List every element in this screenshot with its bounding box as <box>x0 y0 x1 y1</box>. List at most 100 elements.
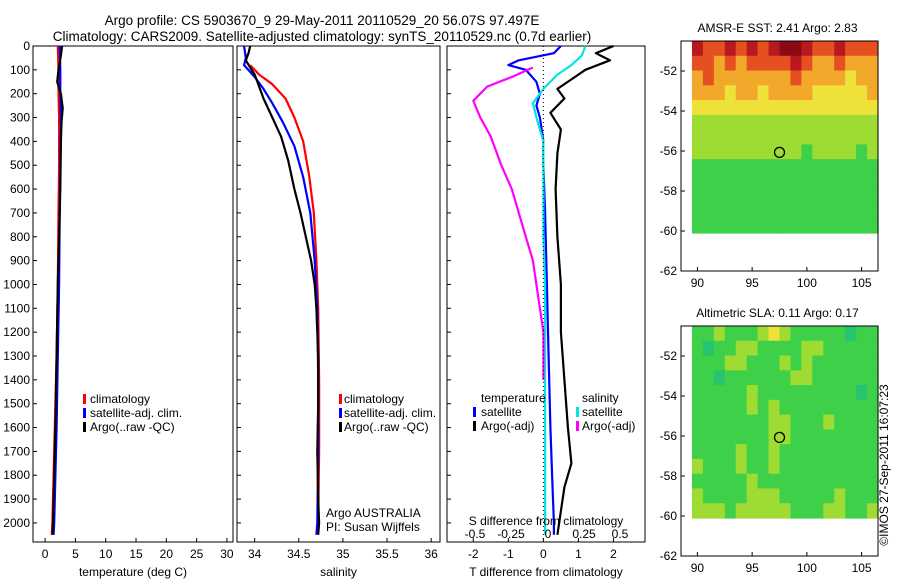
map-cell <box>790 385 802 401</box>
map-cell <box>713 399 726 416</box>
map-cell <box>867 326 879 342</box>
map-cell <box>779 55 792 72</box>
y-tick-label: 1700 <box>3 444 30 458</box>
map-cell <box>801 114 813 131</box>
map-cell <box>867 188 879 205</box>
map-cell <box>768 159 781 175</box>
map-cell <box>691 188 704 205</box>
map-cell <box>812 429 824 445</box>
y-tick-label: 1900 <box>3 492 30 506</box>
map-cell <box>867 129 879 145</box>
title-line-2: Climatology: CARS2009. Satellite-adjuste… <box>53 29 592 44</box>
map-cell <box>867 173 879 190</box>
map-cell <box>779 129 792 145</box>
map-cell <box>801 173 813 190</box>
map-cell <box>867 444 879 460</box>
map-cell <box>713 85 726 101</box>
sst-map-frame <box>680 40 879 272</box>
map-cell <box>724 473 737 490</box>
map-cell <box>779 218 792 234</box>
legend-swatch <box>576 421 579 431</box>
map-cell <box>702 203 715 219</box>
map-cell <box>757 370 770 386</box>
map-cell <box>812 129 824 145</box>
map-cell <box>724 55 737 72</box>
map-cell <box>801 159 813 175</box>
map-cell <box>801 55 813 72</box>
map-cell <box>856 414 868 430</box>
map-cell <box>779 385 792 401</box>
map-cell <box>746 473 759 490</box>
y-tick-label: -54 <box>660 389 678 403</box>
map-cell <box>746 414 759 430</box>
map-cell <box>702 370 715 386</box>
map-cell <box>867 503 879 519</box>
map-cell <box>768 203 781 219</box>
map-cell <box>768 100 781 116</box>
map-cell <box>834 385 846 401</box>
map-cell <box>812 399 824 416</box>
map-cell <box>812 188 824 205</box>
map-cell <box>713 503 726 519</box>
map-cell <box>746 129 759 145</box>
map-cell <box>768 114 781 131</box>
map-cell <box>768 55 781 72</box>
y-tick-label: -58 <box>660 469 678 483</box>
map-cell <box>812 370 824 386</box>
map-cell <box>856 55 868 72</box>
map-cell <box>735 173 748 190</box>
map-cell <box>812 458 824 475</box>
map-cell <box>735 85 748 101</box>
map-cell <box>867 399 879 416</box>
x-tick-label: 0 <box>540 547 547 561</box>
map-cell <box>801 218 813 234</box>
map-cell <box>834 114 846 131</box>
map-cell <box>702 100 715 116</box>
map-cell <box>768 414 781 430</box>
map-cell <box>834 173 846 190</box>
map-cell <box>801 203 813 219</box>
map-cell <box>735 385 748 401</box>
y-tick-label: 200 <box>10 87 30 101</box>
y-tick-label: -60 <box>660 224 678 238</box>
map-cell <box>845 203 857 219</box>
map-cell <box>856 488 868 504</box>
map-cell <box>724 144 737 160</box>
map-cell <box>823 173 835 190</box>
map-cell <box>757 385 770 401</box>
x-tick-label: 90 <box>691 561 705 575</box>
map-cell <box>801 144 813 160</box>
x-tick-label: 15 <box>129 547 143 561</box>
map-cell <box>757 458 770 475</box>
s-tick-label: 0.5 <box>612 527 629 541</box>
map-cell <box>713 173 726 190</box>
map-cell <box>834 340 846 357</box>
map-cell <box>757 429 770 445</box>
map-cell <box>768 355 781 371</box>
x-axis-label: temperature (deg C) <box>79 565 187 579</box>
map-cell <box>823 429 835 445</box>
map-cell <box>757 114 770 131</box>
map-cell <box>724 100 737 116</box>
map-cell <box>768 173 781 190</box>
map-cell <box>790 370 802 386</box>
map-cell <box>724 41 737 57</box>
y-tick-label: 100 <box>10 63 30 77</box>
map-cell <box>691 429 704 445</box>
map-cell <box>724 188 737 205</box>
s-tick-label: -0.5 <box>465 527 486 541</box>
map-cell <box>856 458 868 475</box>
map-cell <box>713 100 726 116</box>
map-cell <box>724 340 737 357</box>
map-cell <box>834 429 846 445</box>
map-cell <box>724 129 737 145</box>
map-cell <box>746 218 759 234</box>
legend-label: Argo(-adj) <box>481 419 534 433</box>
map-cell <box>867 473 879 490</box>
map-cell <box>735 55 748 72</box>
map-cell <box>757 188 770 205</box>
map-cell <box>845 100 857 116</box>
map-cell <box>768 488 781 504</box>
s-tick-label: -0.25 <box>497 527 525 541</box>
map-cell <box>779 458 792 475</box>
